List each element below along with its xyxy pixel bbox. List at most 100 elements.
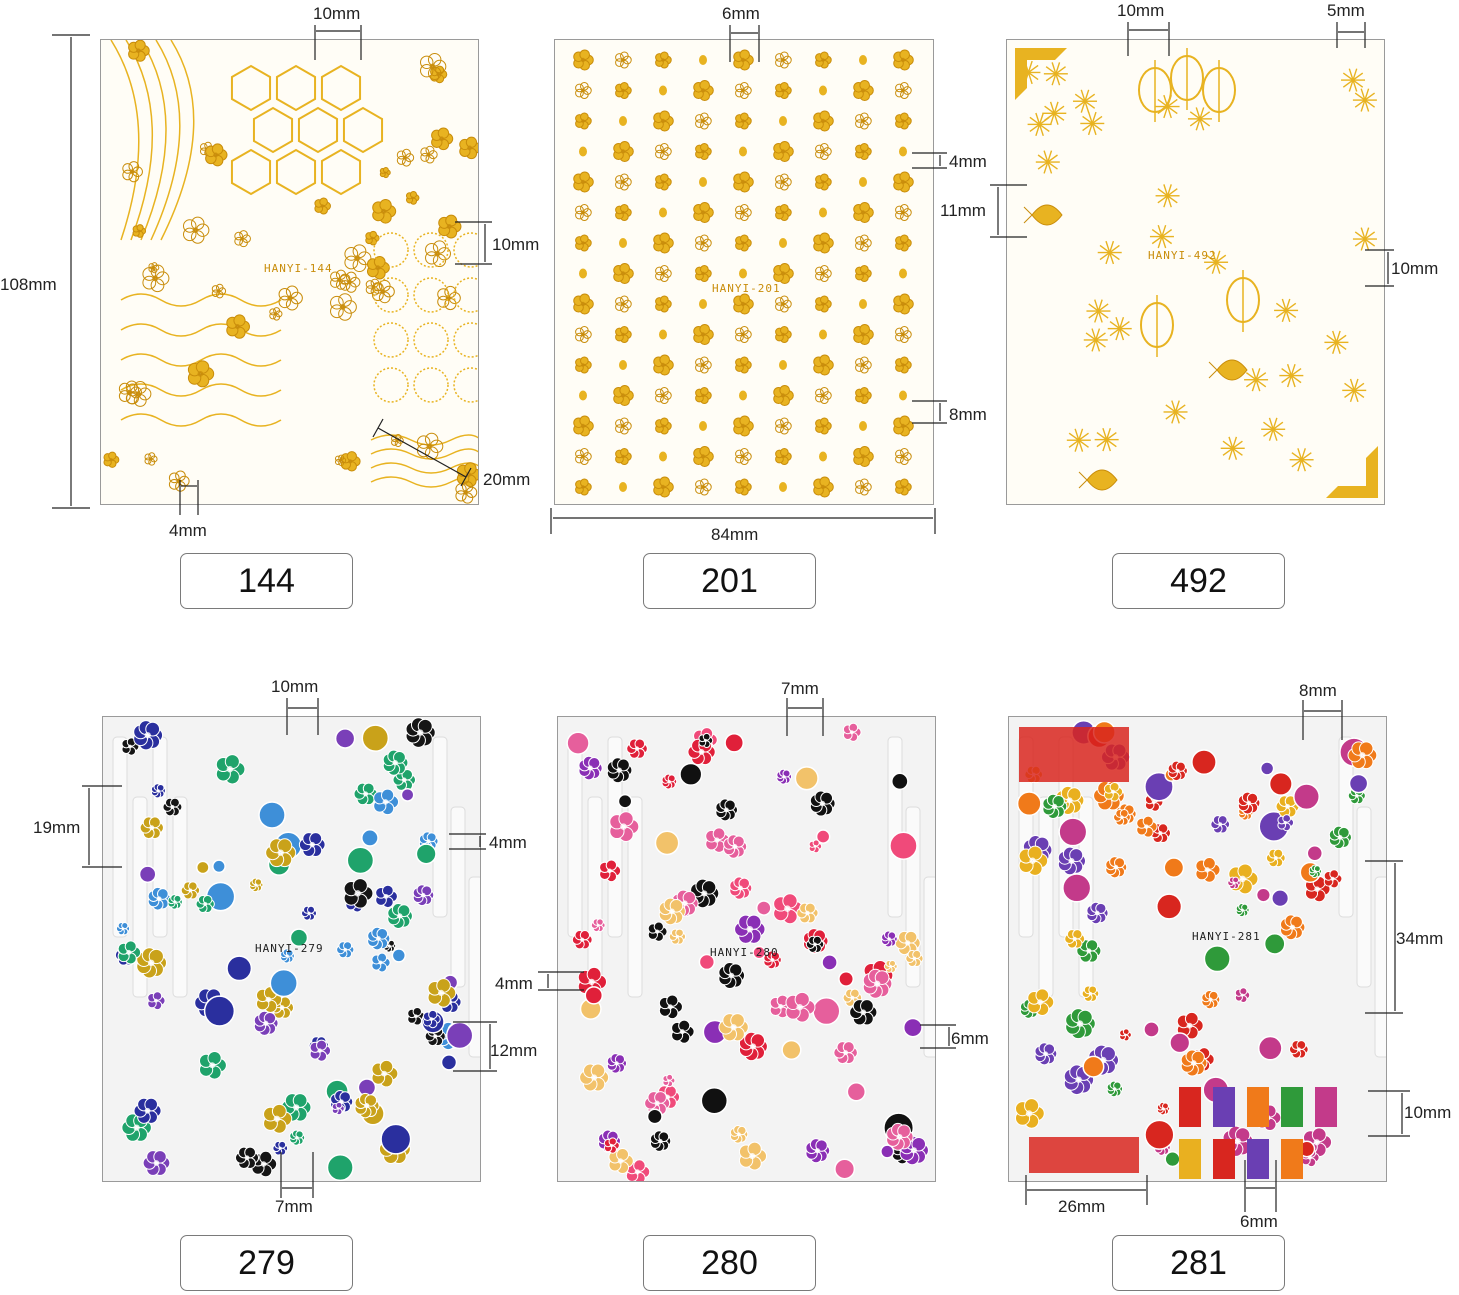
dim-144-height: 108mm — [0, 275, 57, 294]
flower-motif — [662, 1073, 676, 1088]
flower-motif — [353, 782, 378, 806]
flower-motif — [183, 216, 210, 244]
dim-201-top: 6mm — [722, 4, 760, 23]
flower-motif — [365, 230, 380, 246]
flower-motif — [1064, 929, 1086, 949]
dim-279-bottom: 7mm — [275, 1197, 313, 1216]
flower-motif — [455, 481, 478, 504]
flower-motif — [437, 285, 461, 311]
flower-motif — [249, 877, 264, 893]
flower-motif — [733, 171, 754, 193]
flower-motif — [263, 1103, 293, 1134]
flower-motif — [573, 49, 594, 71]
flower-motif — [133, 1097, 162, 1124]
flower-motif — [301, 905, 318, 921]
flower-motif — [808, 839, 823, 854]
flower-motif — [387, 902, 413, 929]
flower-motif — [147, 886, 172, 911]
hexagon-motif — [320, 64, 362, 112]
dot-motif — [794, 766, 819, 791]
flower-motif — [575, 478, 592, 496]
flower-motif — [371, 952, 391, 973]
flower-motif — [1279, 914, 1306, 941]
flower-motif — [373, 788, 400, 816]
flower-motif — [815, 173, 832, 191]
flower-motif — [427, 978, 457, 1008]
dot-motif — [1058, 817, 1088, 847]
flower-motif — [298, 832, 326, 858]
dot-motif — [391, 948, 407, 963]
flower-motif — [855, 356, 872, 374]
flower-motif — [815, 142, 832, 161]
flower-motif — [309, 1039, 332, 1062]
model-label-492[interactable]: 492 — [1112, 553, 1285, 609]
sheet-281: HANYI-281 — [1008, 716, 1387, 1182]
flower-motif — [658, 897, 686, 926]
flower-motif — [893, 171, 914, 193]
dot-motif — [138, 865, 157, 884]
flower-motif — [1086, 901, 1109, 925]
flower-motif — [336, 941, 355, 959]
flower-motif — [278, 285, 303, 311]
firework-motif — [1086, 299, 1111, 323]
flower-motif — [815, 417, 832, 435]
dot-motif — [781, 1039, 802, 1061]
flower-motif — [372, 279, 395, 304]
dot-motif — [1255, 887, 1271, 903]
flower-motif — [1227, 876, 1241, 890]
model-label-201[interactable]: 201 — [643, 553, 816, 609]
flower-motif — [1119, 1028, 1132, 1042]
dim-492-top-a: 10mm — [1117, 1, 1165, 20]
dot-motif — [440, 1054, 458, 1071]
dot-motif — [1293, 783, 1320, 811]
dot-motif — [617, 793, 633, 809]
model-label-281[interactable]: 281 — [1112, 1235, 1285, 1291]
model-label-279[interactable]: 279 — [180, 1235, 353, 1291]
dot-motif — [891, 772, 909, 791]
flower-motif — [1234, 987, 1251, 1004]
flower-motif — [695, 356, 712, 374]
fish-motif — [1208, 359, 1248, 381]
sheet-code: HANYI-144 — [264, 262, 333, 275]
flower-motif — [615, 203, 632, 222]
flower-motif — [1210, 815, 1231, 834]
flower-motif — [734, 914, 766, 944]
sheet-281-art — [1014, 719, 1386, 1179]
model-label-144[interactable]: 144 — [180, 553, 353, 609]
model-label-280[interactable]: 280 — [643, 1235, 816, 1291]
dot-motif — [1062, 873, 1092, 903]
flower-motif — [658, 994, 683, 1020]
sheet-280: HANYI-280 — [557, 716, 936, 1182]
flower-motif — [575, 81, 592, 100]
dot-motif — [1203, 945, 1231, 973]
flower-motif — [599, 859, 622, 883]
flower-motif — [735, 81, 752, 100]
flower-motif — [205, 143, 228, 167]
flower-motif — [855, 478, 872, 496]
dot-motif — [1164, 1151, 1181, 1168]
flower-motif — [609, 811, 640, 842]
flower-motif — [763, 950, 782, 970]
flower-motif — [833, 1041, 858, 1065]
flower-motif — [139, 816, 164, 840]
flower-motif — [396, 148, 415, 167]
flower-motif — [695, 112, 712, 130]
flower-motif — [655, 295, 672, 313]
sheet-201: HANYI-201 — [554, 39, 934, 505]
flower-motif — [653, 476, 674, 498]
flower-motif — [655, 386, 672, 405]
firework-motif — [1080, 111, 1105, 136]
dot-motif — [821, 954, 838, 971]
dot-motif — [1144, 771, 1174, 802]
flower-motif — [343, 878, 374, 909]
flower-motif — [211, 283, 227, 299]
flower-motif — [195, 894, 215, 914]
flower-motif — [1027, 988, 1055, 1016]
dot-motif — [1263, 933, 1286, 955]
hexagon-motif — [297, 106, 339, 154]
flower-motif — [366, 256, 390, 280]
flower-motif — [136, 947, 168, 979]
flower-motif — [735, 447, 752, 466]
flower-motif — [905, 949, 924, 968]
flower-motif — [615, 81, 632, 100]
